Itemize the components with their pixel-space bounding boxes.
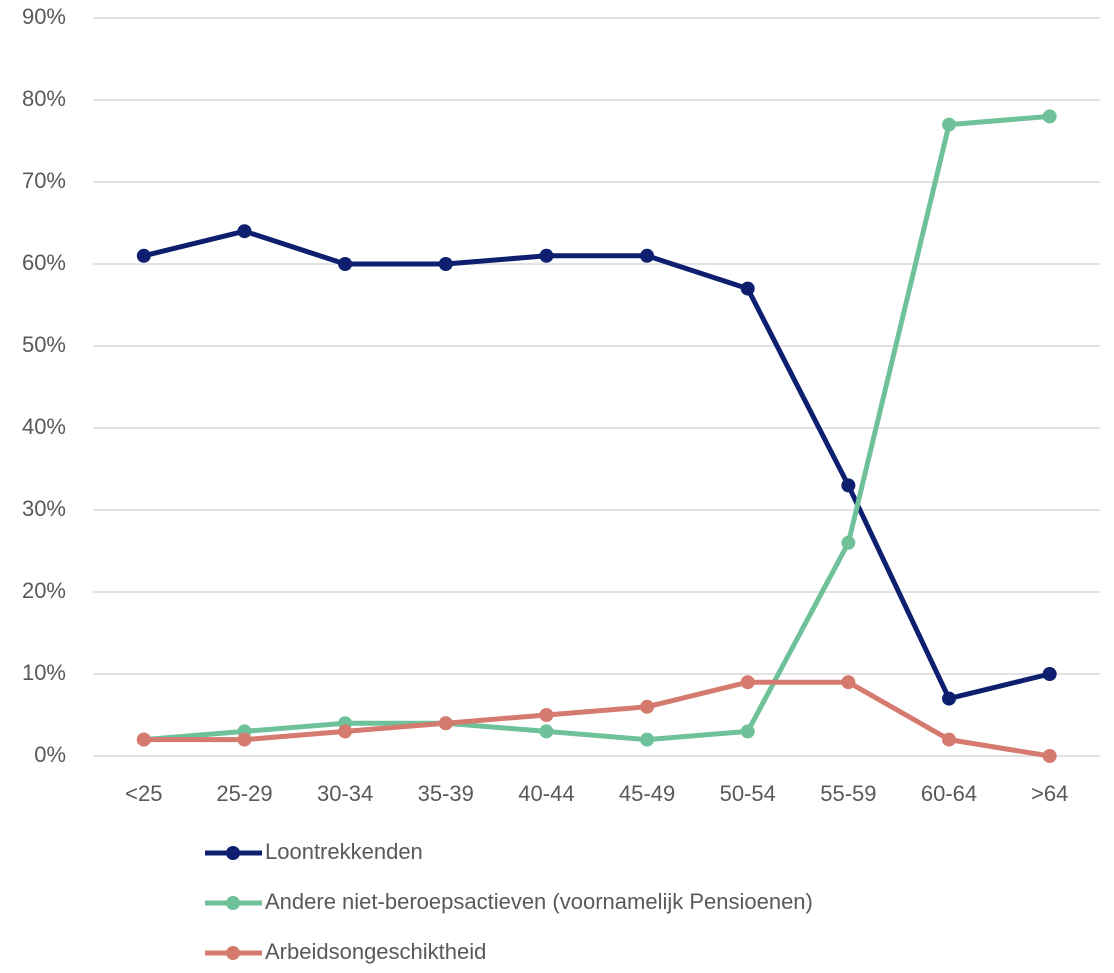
point [539, 724, 554, 739]
point [841, 675, 856, 690]
point [640, 699, 655, 714]
point [942, 117, 957, 132]
y-tick-label: 60% [22, 250, 66, 275]
point [640, 732, 655, 747]
x-tick-label: 50-54 [720, 781, 776, 806]
point [539, 708, 554, 722]
point [740, 724, 755, 739]
point [136, 248, 151, 263]
point [1042, 667, 1057, 681]
point [942, 732, 957, 747]
y-tick-label: 20% [22, 578, 66, 603]
y-tick-label: 0% [34, 742, 66, 767]
legend-label: Loontrekkenden [265, 839, 423, 864]
legend-label: Arbeidsongeschiktheid [265, 939, 486, 964]
point [640, 248, 655, 263]
point [1042, 749, 1057, 763]
x-tick-label: 35-39 [418, 781, 474, 806]
point [338, 724, 353, 739]
point [539, 248, 554, 263]
series-line [143, 228, 1051, 702]
y-tick-label: 70% [22, 168, 66, 193]
x-tick-label: 40-44 [518, 781, 574, 806]
x-tick-label: 45-49 [619, 781, 675, 806]
point [942, 691, 957, 706]
y-tick-label: 10% [22, 660, 66, 685]
x-tick-label: 30-34 [317, 781, 373, 806]
legend-marker [226, 896, 240, 910]
series-line [143, 113, 1050, 743]
legend-marker [226, 946, 240, 960]
x-tick-label: <25 [125, 781, 162, 806]
point [136, 732, 151, 747]
x-tick-label: 25-29 [216, 781, 272, 806]
x-tick-label: 55-59 [820, 781, 876, 806]
series-line [143, 679, 1051, 759]
legend-label: Andere niet-beroepsactieven (voornamelij… [265, 889, 813, 914]
point [237, 224, 252, 239]
legend-marker [226, 846, 240, 860]
y-tick-label: 50% [22, 332, 66, 357]
point [438, 257, 453, 271]
y-tick-label: 90% [22, 4, 66, 29]
point [438, 716, 453, 731]
point [237, 732, 252, 747]
y-tick-label: 80% [22, 86, 66, 111]
point [841, 478, 856, 493]
y-tick-label: 30% [22, 496, 66, 521]
point [338, 257, 353, 271]
point [1042, 109, 1057, 124]
x-tick-label: 60-64 [921, 781, 977, 806]
y-tick-label: 40% [22, 414, 66, 439]
point [740, 675, 755, 690]
x-tick-label: >64 [1031, 781, 1068, 806]
point [841, 535, 856, 550]
point [740, 281, 755, 296]
